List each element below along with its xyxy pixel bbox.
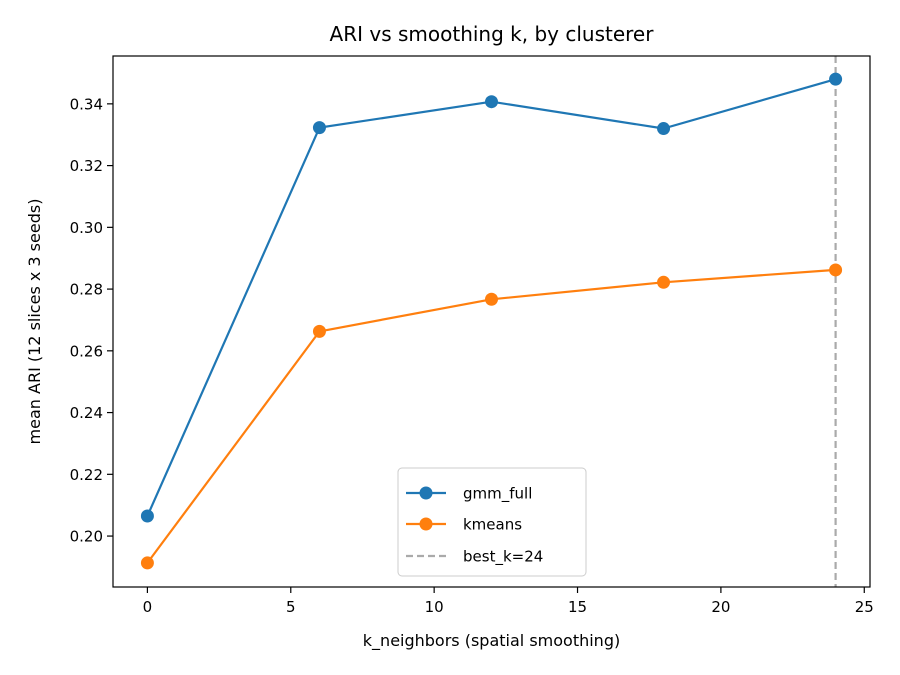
y-axis-label: mean ARI (12 slices x 3 seeds) — [25, 199, 44, 445]
data-point-kmeans-2 — [485, 292, 498, 306]
x-axis: 0 5 10 15 20 25 — [143, 587, 874, 616]
x-tick-label: 15 — [568, 598, 587, 616]
legend-kmeans-label: kmeans — [463, 516, 522, 534]
data-point-kmeans-4 — [829, 263, 843, 277]
x-tick-label: 0 — [143, 598, 153, 616]
legend-gmm-full-label: gmm_full — [463, 485, 532, 504]
y-tick-label: 0.26 — [70, 342, 103, 360]
data-point-gmm_full-2 — [485, 95, 498, 109]
y-tick-label: 0.28 — [70, 281, 103, 299]
y-tick-label: 0.22 — [70, 466, 103, 484]
x-tick-label: 20 — [711, 598, 730, 616]
y-tick-label: 0.32 — [70, 157, 103, 175]
y-tick-label: 0.24 — [70, 404, 103, 422]
legend-box — [397, 467, 587, 577]
legend-kmeans-marker — [419, 517, 433, 531]
plot-area — [140, 56, 843, 587]
y-tick-label: 0.20 — [70, 528, 103, 546]
data-point-gmm_full-3 — [657, 122, 671, 136]
data-point-gmm_full-1 — [312, 121, 326, 135]
y-axis: 0.20 0.22 0.24 0.26 0.28 0.30 0.32 0.34 — [70, 95, 113, 546]
data-point-gmm_full-4 — [829, 72, 843, 86]
data-point-kmeans-1 — [312, 324, 326, 338]
legend: gmm_full kmeans best_k=24 — [397, 467, 587, 577]
data-point-kmeans-3 — [657, 275, 671, 289]
data-point-kmeans-0 — [140, 556, 154, 570]
x-tick-label: 5 — [286, 598, 296, 616]
x-tick-label: 25 — [855, 598, 874, 616]
legend-gmm-full-marker — [419, 486, 433, 500]
data-point-gmm_full-0 — [140, 509, 154, 523]
chart-title: ARI vs smoothing k, by clusterer — [330, 22, 655, 46]
legend-best-k-label: best_k=24 — [463, 548, 543, 567]
plot-frame — [112, 55, 871, 588]
x-axis-label: k_neighbors (spatial smoothing) — [363, 631, 620, 651]
x-tick-label: 10 — [425, 598, 444, 616]
y-tick-label: 0.30 — [70, 219, 103, 237]
y-tick-label: 0.34 — [70, 95, 103, 113]
